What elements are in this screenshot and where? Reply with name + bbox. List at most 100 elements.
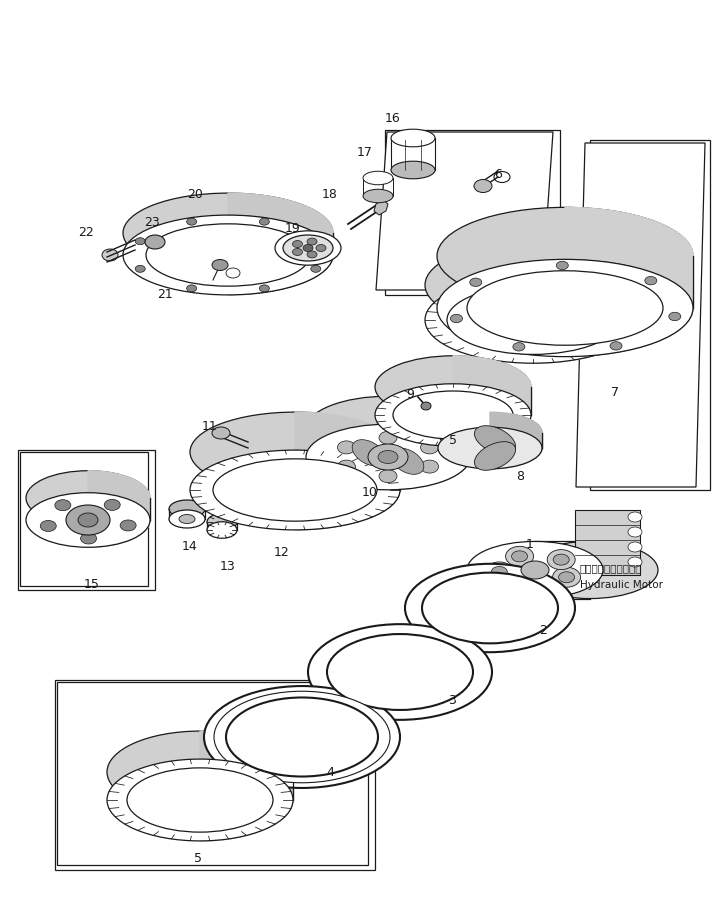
Polygon shape — [306, 413, 312, 450]
Polygon shape — [449, 407, 452, 437]
Polygon shape — [495, 412, 500, 441]
Polygon shape — [408, 461, 414, 488]
Polygon shape — [269, 745, 273, 774]
Ellipse shape — [553, 554, 569, 565]
Polygon shape — [260, 801, 265, 831]
Polygon shape — [312, 413, 317, 451]
Polygon shape — [621, 308, 625, 345]
Polygon shape — [556, 243, 562, 279]
Ellipse shape — [521, 580, 536, 591]
Ellipse shape — [283, 235, 333, 261]
Polygon shape — [292, 765, 293, 796]
Polygon shape — [487, 359, 491, 388]
Ellipse shape — [214, 691, 390, 783]
Polygon shape — [228, 273, 234, 295]
Polygon shape — [333, 488, 338, 527]
Ellipse shape — [467, 542, 603, 598]
Polygon shape — [487, 414, 491, 443]
Polygon shape — [223, 810, 229, 840]
Polygon shape — [689, 245, 690, 299]
Ellipse shape — [190, 450, 400, 530]
Polygon shape — [586, 304, 592, 356]
Polygon shape — [291, 264, 295, 287]
Ellipse shape — [145, 235, 165, 249]
Polygon shape — [239, 193, 244, 216]
Polygon shape — [669, 282, 674, 336]
Polygon shape — [503, 410, 508, 438]
Ellipse shape — [204, 686, 400, 788]
Polygon shape — [689, 265, 690, 319]
Polygon shape — [518, 450, 521, 465]
Polygon shape — [522, 373, 524, 402]
Polygon shape — [530, 445, 533, 462]
Polygon shape — [674, 230, 677, 284]
Ellipse shape — [467, 270, 663, 345]
Polygon shape — [143, 509, 145, 533]
Polygon shape — [674, 280, 677, 334]
Polygon shape — [599, 302, 605, 355]
Polygon shape — [482, 415, 487, 444]
Polygon shape — [630, 214, 636, 268]
Ellipse shape — [610, 342, 622, 350]
Ellipse shape — [505, 546, 534, 567]
Polygon shape — [461, 442, 463, 473]
Polygon shape — [592, 303, 599, 355]
Polygon shape — [381, 473, 384, 513]
Polygon shape — [677, 233, 680, 287]
Polygon shape — [395, 440, 397, 481]
Ellipse shape — [306, 425, 470, 490]
Ellipse shape — [438, 413, 542, 454]
Ellipse shape — [127, 768, 273, 833]
Polygon shape — [103, 472, 108, 494]
Polygon shape — [229, 733, 235, 762]
Ellipse shape — [363, 172, 393, 185]
Polygon shape — [327, 245, 328, 269]
Polygon shape — [265, 743, 269, 773]
Polygon shape — [624, 213, 630, 266]
Ellipse shape — [311, 238, 321, 245]
Polygon shape — [108, 472, 111, 495]
Ellipse shape — [425, 242, 641, 329]
Polygon shape — [453, 418, 458, 446]
Text: 15: 15 — [84, 579, 100, 592]
Ellipse shape — [26, 471, 150, 525]
Polygon shape — [583, 246, 588, 282]
Polygon shape — [271, 197, 276, 220]
Polygon shape — [630, 266, 633, 303]
Polygon shape — [269, 797, 273, 828]
Polygon shape — [445, 451, 449, 481]
Text: 18: 18 — [322, 188, 338, 201]
Polygon shape — [256, 803, 260, 833]
Polygon shape — [281, 266, 286, 290]
Polygon shape — [610, 255, 615, 292]
Text: 11: 11 — [202, 421, 218, 434]
Polygon shape — [353, 419, 358, 458]
Polygon shape — [392, 437, 394, 476]
Polygon shape — [690, 262, 692, 317]
Polygon shape — [646, 292, 652, 345]
Polygon shape — [317, 252, 320, 276]
Polygon shape — [433, 402, 437, 431]
Polygon shape — [520, 371, 522, 401]
Ellipse shape — [226, 698, 378, 776]
Polygon shape — [419, 399, 424, 427]
Polygon shape — [148, 492, 149, 516]
Ellipse shape — [556, 261, 568, 270]
Polygon shape — [143, 485, 145, 509]
Polygon shape — [428, 457, 433, 485]
Polygon shape — [403, 461, 408, 489]
Polygon shape — [301, 413, 306, 450]
Polygon shape — [458, 418, 463, 446]
Polygon shape — [146, 506, 147, 530]
Polygon shape — [367, 480, 370, 520]
Text: 21: 21 — [157, 289, 173, 302]
Polygon shape — [145, 487, 146, 510]
Polygon shape — [502, 452, 507, 468]
Polygon shape — [395, 462, 397, 501]
Polygon shape — [625, 262, 628, 299]
Polygon shape — [234, 272, 239, 294]
Polygon shape — [291, 778, 292, 809]
Polygon shape — [578, 304, 586, 356]
Polygon shape — [317, 212, 320, 235]
Polygon shape — [508, 365, 510, 394]
